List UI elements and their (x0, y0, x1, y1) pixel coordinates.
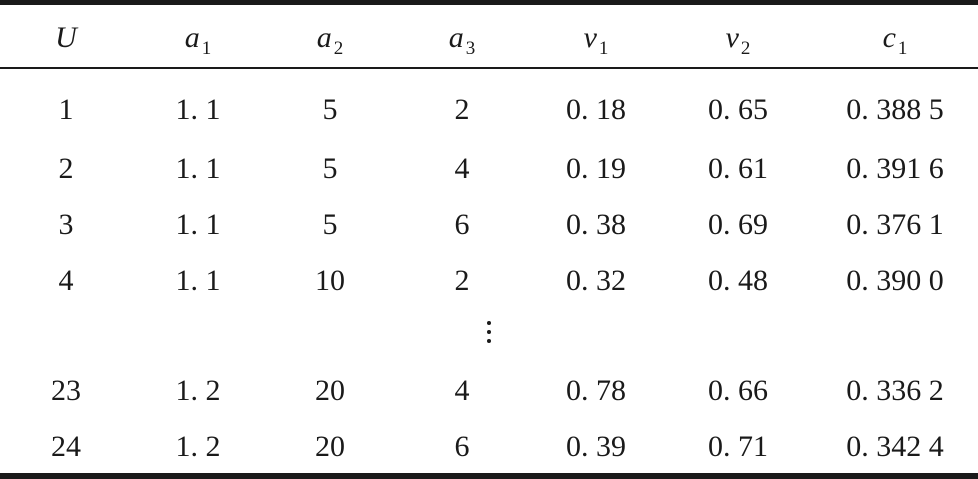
cell-a1: 1. 1 (175, 93, 221, 126)
top-rule (0, 0, 978, 5)
cell-a2: 10 (315, 264, 345, 297)
cell-u: 24 (51, 430, 81, 463)
cell-c1: 0. 388 5 (846, 93, 944, 126)
vertical-ellipsis (0, 309, 978, 363)
table-row: 3 1. 1 5 6 0. 38 0. 69 0. 376 1 (0, 197, 978, 253)
cell-a3: 4 (454, 374, 470, 407)
table-row: 1 1. 1 5 2 0. 18 0. 65 0. 388 5 (0, 71, 978, 141)
cell-v2: 0. 71 (708, 430, 768, 463)
header-rule (0, 67, 978, 69)
cell-a3: 6 (454, 208, 470, 241)
cell-u: 1 (58, 93, 74, 126)
bottom-rule (0, 473, 978, 479)
cell-c1: 0. 336 2 (846, 374, 944, 407)
cell-a1: 1. 1 (175, 152, 221, 185)
table-row: 2 1. 1 5 4 0. 19 0. 61 0. 391 6 (0, 141, 978, 197)
cell-v1: 0. 18 (566, 93, 626, 126)
cell-v1: 0. 78 (566, 374, 626, 407)
cell-a3: 6 (454, 430, 470, 463)
cell-a3: 4 (454, 152, 470, 185)
table-row: 4 1. 1 10 2 0. 32 0. 48 0. 390 0 (0, 253, 978, 309)
cell-u: 4 (58, 264, 74, 297)
vertical-ellipsis-icon (487, 316, 491, 348)
cell-a1: 1. 2 (175, 374, 221, 407)
cell-c1: 0. 342 4 (846, 430, 944, 463)
cell-u: 2 (58, 152, 74, 185)
cell-c1: 0. 391 6 (846, 152, 944, 185)
cell-v2: 0. 65 (708, 93, 768, 126)
cell-a2: 5 (322, 208, 338, 241)
cell-a1: 1. 1 (175, 264, 221, 297)
cell-v1: 0. 19 (566, 152, 626, 185)
cell-a2: 5 (322, 152, 338, 185)
ellipsis-row (0, 309, 978, 363)
cell-a1: 1. 1 (175, 208, 221, 241)
cell-a3: 2 (454, 264, 470, 297)
cell-u: 3 (58, 208, 74, 241)
cell-a3: 2 (454, 93, 470, 126)
cell-c1: 0. 376 1 (846, 208, 944, 241)
cell-v2: 0. 61 (708, 152, 768, 185)
cell-a2: 20 (315, 374, 345, 407)
cell-v1: 0. 38 (566, 208, 626, 241)
cell-a1: 1. 2 (175, 430, 221, 463)
cell-u: 23 (51, 374, 81, 407)
cell-v1: 0. 32 (566, 264, 626, 297)
cell-c1: 0. 390 0 (846, 264, 944, 297)
cell-v1: 0. 39 (566, 430, 626, 463)
cell-a2: 20 (315, 430, 345, 463)
cell-v2: 0. 69 (708, 208, 768, 241)
table-row: 24 1. 2 20 6 0. 39 0. 71 0. 342 4 (0, 419, 978, 475)
cell-v2: 0. 66 (708, 374, 768, 407)
cell-a2: 5 (322, 93, 338, 126)
header-cell-u: U (55, 20, 77, 54)
cell-v2: 0. 48 (708, 264, 768, 297)
table-row: 23 1. 2 20 4 0. 78 0. 66 0. 336 2 (0, 363, 978, 419)
